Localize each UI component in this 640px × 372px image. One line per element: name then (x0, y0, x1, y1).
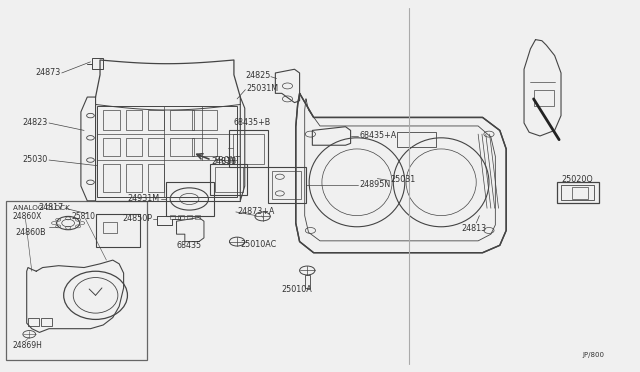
Text: 68435+B: 68435+B (234, 118, 271, 127)
Bar (103, 164, 120, 192)
Bar (170, 138, 195, 156)
Bar (215, 167, 243, 192)
Bar (41, 318, 52, 326)
Bar (125, 138, 142, 156)
Text: 24931M: 24931M (127, 194, 159, 203)
Bar (230, 131, 268, 167)
Bar (557, 182, 598, 203)
Text: 25030: 25030 (22, 155, 48, 164)
Text: 24860B: 24860B (15, 228, 46, 237)
Bar (148, 164, 164, 192)
Text: 68435+A: 68435+A (360, 131, 397, 140)
Bar (268, 167, 306, 203)
Text: 24873+A: 24873+A (237, 207, 275, 216)
Text: 24873: 24873 (35, 68, 61, 77)
Bar (6, 201, 147, 360)
Bar (97, 106, 237, 197)
Text: FRONT: FRONT (214, 156, 240, 165)
Bar (103, 110, 120, 131)
Text: 24813: 24813 (461, 224, 486, 233)
Text: 24825: 24825 (245, 71, 270, 80)
Bar (103, 222, 117, 234)
Text: 24823: 24823 (22, 118, 48, 127)
Bar (193, 110, 217, 131)
Bar (92, 58, 102, 69)
Text: JP/800: JP/800 (582, 352, 605, 357)
Text: 24860X: 24860X (13, 212, 42, 221)
Bar (148, 138, 164, 156)
Text: 24850P: 24850P (122, 214, 152, 223)
Text: ANALOG CLOCK: ANALOG CLOCK (13, 205, 70, 211)
Bar (211, 164, 247, 195)
Bar (125, 110, 142, 131)
Bar (561, 185, 594, 201)
Bar (148, 110, 164, 131)
Text: 25010A: 25010A (282, 285, 312, 294)
Bar (193, 138, 217, 156)
Text: 24818: 24818 (212, 157, 237, 166)
Bar (166, 182, 214, 216)
Bar (179, 215, 184, 219)
Text: 24895N: 24895N (360, 180, 391, 189)
Text: 25031M: 25031M (246, 84, 279, 93)
Bar (234, 134, 264, 164)
Bar (534, 90, 554, 106)
Bar (305, 275, 310, 288)
Bar (103, 138, 120, 156)
Bar (170, 215, 175, 219)
Bar (28, 318, 40, 326)
Text: 68435: 68435 (177, 241, 202, 250)
Bar (272, 171, 301, 199)
Bar (170, 110, 195, 131)
Text: 24817: 24817 (38, 203, 64, 212)
Text: 24869H: 24869H (13, 341, 42, 350)
Bar (195, 215, 200, 219)
Text: 25020Q: 25020Q (561, 175, 593, 184)
Bar (125, 164, 142, 192)
Text: 25010AC: 25010AC (240, 240, 276, 249)
Bar (187, 215, 192, 219)
Text: 25810: 25810 (71, 212, 95, 221)
Text: 25031: 25031 (390, 175, 415, 184)
Bar (397, 132, 436, 147)
Bar (95, 214, 140, 247)
Bar (572, 187, 588, 199)
